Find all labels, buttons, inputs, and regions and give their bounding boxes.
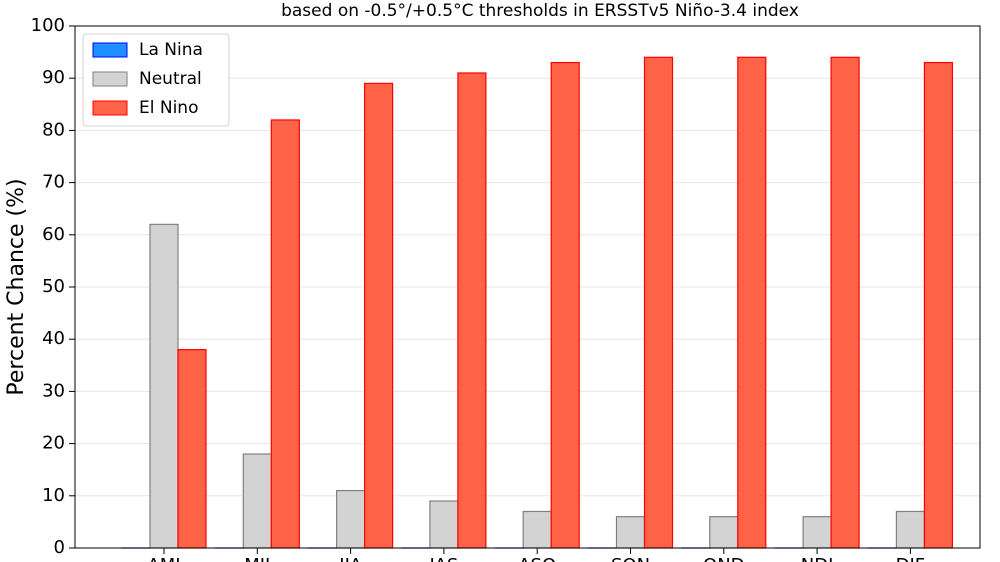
- y-axis-label: Percent Chance (%): [4, 178, 29, 395]
- y-tick-label: 80: [42, 119, 65, 140]
- chart-subtitle: based on -0.5°/+0.5°C thresholds in ERSS…: [281, 1, 799, 21]
- plot-frame: [74, 25, 981, 549]
- legend-swatch: [92, 71, 128, 87]
- bar: [643, 56, 674, 549]
- bar: [364, 82, 394, 549]
- bar: [429, 500, 459, 549]
- x-tick-label: DJF: [896, 555, 926, 562]
- x-tick-label: MJJ: [244, 555, 270, 562]
- bar: [895, 510, 926, 549]
- y-tick-label: 30: [42, 380, 65, 401]
- x-tick-label: OND: [703, 555, 745, 562]
- x-tick-label: SON: [611, 555, 650, 562]
- bar: [177, 349, 207, 549]
- bar: [149, 223, 179, 549]
- y-tick-label: 40: [42, 328, 65, 349]
- bar: [830, 56, 860, 549]
- bar: [270, 119, 300, 549]
- y-tick-label: 50: [42, 276, 65, 297]
- x-tick-label: AMJ: [147, 555, 180, 562]
- x-tick-label: JJA: [338, 555, 362, 562]
- y-tick-label: 60: [42, 224, 65, 245]
- y-tick-label: 0: [54, 537, 65, 558]
- bar: [737, 56, 767, 549]
- y-tick-label: 100: [31, 15, 65, 36]
- y-tick-label: 70: [42, 172, 65, 193]
- bar: [709, 516, 739, 549]
- bar: [923, 61, 954, 549]
- x-tick-label: NDJ: [801, 555, 834, 562]
- legend-swatch: [92, 100, 128, 116]
- legend-label: Neutral: [139, 69, 202, 89]
- y-tick-label: 10: [42, 485, 65, 506]
- bar: [522, 510, 552, 549]
- legend-swatch: [92, 42, 128, 58]
- y-tick-label: 20: [42, 433, 65, 454]
- legend-label: La Nina: [139, 40, 203, 60]
- bar: [242, 453, 272, 549]
- x-tick-label: ASO: [518, 555, 556, 562]
- x-tick-label: JAS: [429, 555, 459, 562]
- bar: [802, 516, 832, 549]
- bar: [457, 72, 487, 549]
- bar: [550, 61, 580, 549]
- bar: [336, 489, 366, 549]
- bar: [615, 516, 646, 549]
- legend-label: El Nino: [139, 98, 198, 118]
- y-tick-label: 90: [42, 67, 65, 88]
